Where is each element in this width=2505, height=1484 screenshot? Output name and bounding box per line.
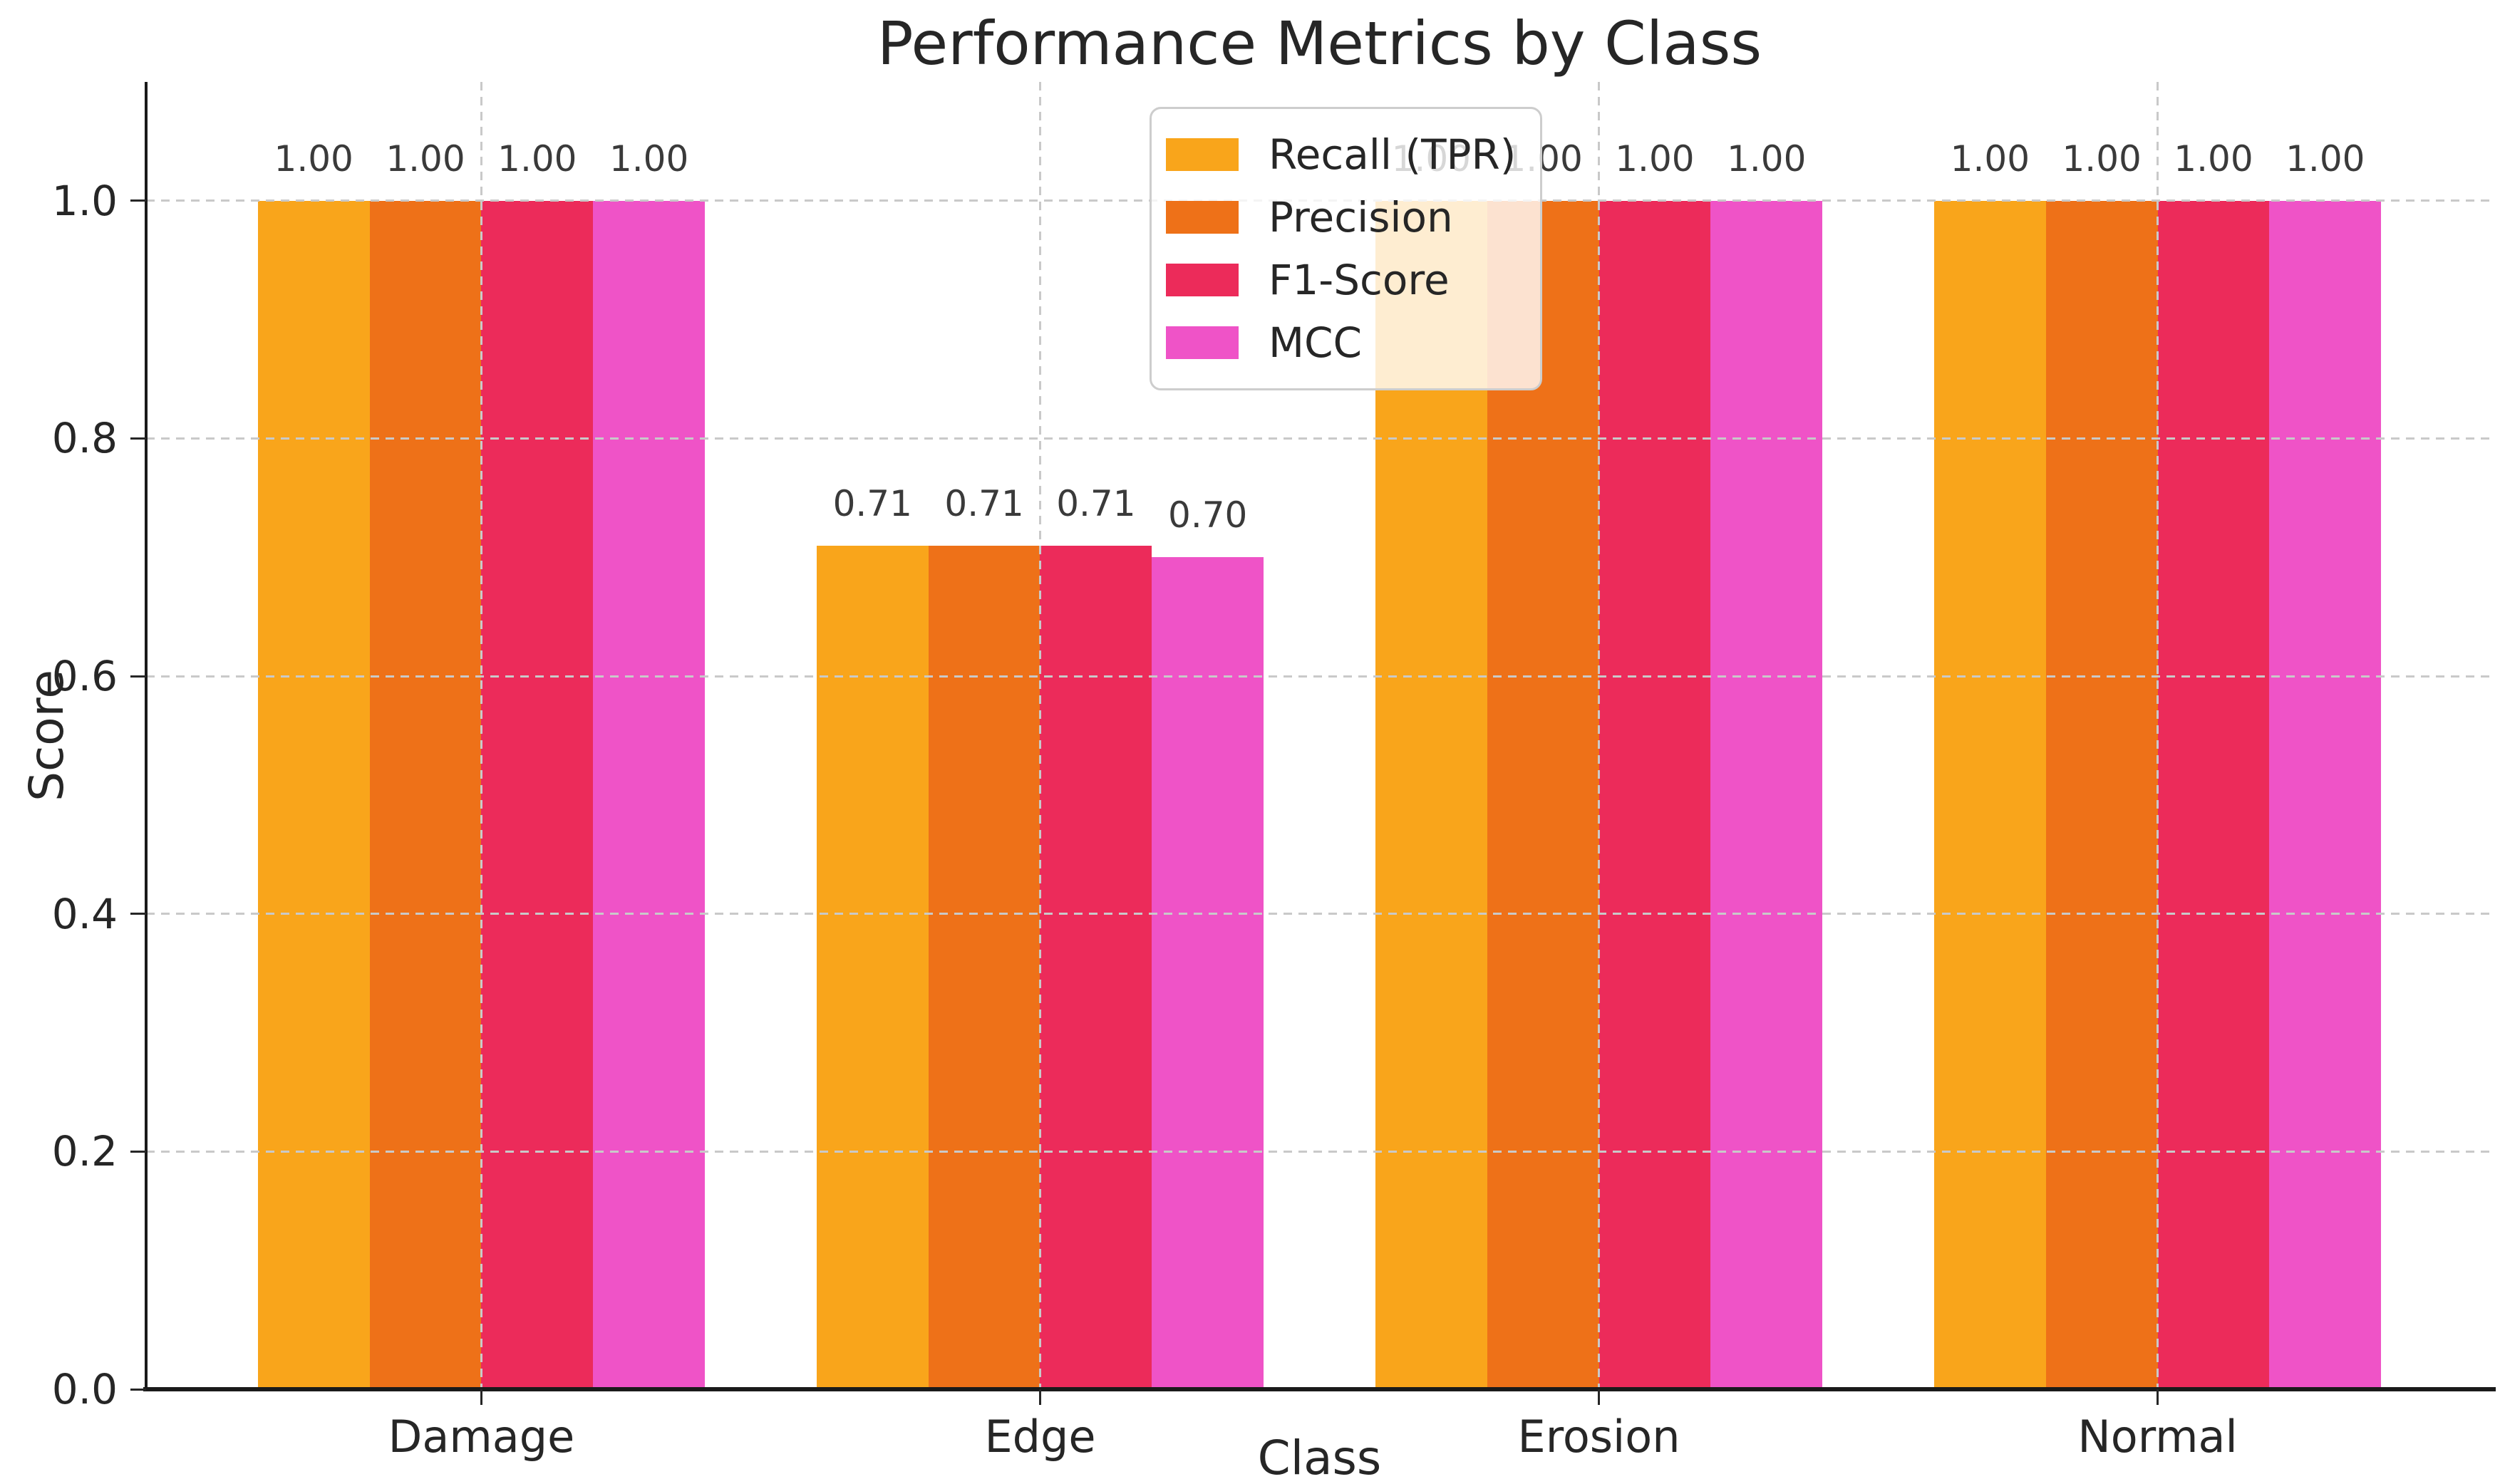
bar-erosion-f1-score xyxy=(1598,200,1711,1389)
y-tick-label: 0.6 xyxy=(51,652,118,701)
legend: Recall (TPR) Precision F1-Score MCC xyxy=(1150,107,1543,390)
y-tick-mark xyxy=(130,437,146,440)
x-tick-label: Edge xyxy=(984,1411,1096,1463)
bar-value-label: 1.00 xyxy=(1615,137,1695,180)
gridline-vertical xyxy=(1598,82,1601,1389)
bar-value-label: 0.71 xyxy=(832,482,912,524)
x-tick-label: Damage xyxy=(388,1411,575,1463)
x-tick-mark xyxy=(2157,1389,2159,1405)
bar-edge-precision xyxy=(928,545,1040,1389)
x-axis-label: Class xyxy=(1257,1431,1382,1484)
chart-title: Performance Metrics by Class xyxy=(877,9,1762,78)
x-tick-mark xyxy=(480,1389,482,1405)
y-tick-label: 0.4 xyxy=(51,889,118,938)
y-tick-mark xyxy=(130,1388,146,1391)
gridline-horizontal xyxy=(146,913,2493,915)
legend-label: MCC xyxy=(1269,318,1363,367)
gridline-horizontal xyxy=(146,675,2493,678)
y-axis-label-box: Score xyxy=(0,82,93,1389)
bar-value-label: 1.00 xyxy=(274,137,353,180)
bar-erosion-mcc xyxy=(1710,200,1823,1389)
x-axis-spine xyxy=(143,1387,2496,1391)
bar-value-label: 0.71 xyxy=(1056,482,1136,524)
bar-value-label: 0.70 xyxy=(1168,494,1248,536)
gridline-horizontal xyxy=(146,1150,2493,1153)
bar-damage-recall-tpr- xyxy=(257,200,370,1389)
legend-label: Precision xyxy=(1269,193,1453,242)
x-tick-label: Normal xyxy=(2077,1411,2238,1463)
bar-value-label: 1.00 xyxy=(2174,137,2253,180)
x-tick-mark xyxy=(1038,1389,1041,1405)
y-tick-label: 0.8 xyxy=(51,414,118,463)
bar-value-label: 1.00 xyxy=(2286,137,2365,180)
y-tick-mark xyxy=(130,1150,146,1153)
y-tick-mark xyxy=(130,913,146,915)
legend-swatch-icon xyxy=(1166,201,1239,234)
bar-damage-f1-score xyxy=(481,200,594,1389)
legend-row: MCC xyxy=(1166,311,1516,374)
bar-normal-recall-tpr- xyxy=(1933,200,2046,1389)
y-tick-mark xyxy=(130,675,146,678)
bar-normal-mcc xyxy=(2269,200,2382,1389)
legend-swatch-icon xyxy=(1166,264,1239,296)
x-tick-label: Erosion xyxy=(1517,1411,1680,1463)
legend-swatch-icon xyxy=(1166,138,1239,171)
legend-row: F1-Score xyxy=(1166,249,1516,311)
bar-value-label: 1.00 xyxy=(2062,137,2142,180)
bar-erosion-precision xyxy=(1487,200,1599,1389)
bar-edge-recall-tpr- xyxy=(816,545,929,1389)
legend-label: Recall (TPR) xyxy=(1269,130,1517,179)
bar-value-label: 1.00 xyxy=(609,137,689,180)
y-tick-label: 0.0 xyxy=(51,1365,118,1413)
bar-value-label: 1.00 xyxy=(1950,137,2030,180)
y-tick-label: 1.0 xyxy=(51,176,118,225)
bar-edge-f1-score xyxy=(1040,545,1152,1389)
legend-row: Precision xyxy=(1166,186,1516,249)
gridline-horizontal xyxy=(146,437,2493,440)
y-tick-mark xyxy=(130,199,146,202)
bar-value-label: 1.00 xyxy=(1727,137,1807,180)
bar-edge-mcc xyxy=(1152,557,1264,1389)
bar-damage-precision xyxy=(369,200,482,1389)
legend-swatch-icon xyxy=(1166,326,1239,359)
legend-row: Recall (TPR) xyxy=(1166,123,1516,186)
y-axis-spine xyxy=(145,82,148,1389)
legend-label: F1-Score xyxy=(1269,256,1450,304)
bar-value-label: 1.00 xyxy=(497,137,577,180)
gridline-vertical xyxy=(2157,82,2159,1389)
x-tick-mark xyxy=(1598,1389,1601,1405)
gridline-vertical xyxy=(1038,82,1041,1389)
plot-area: 0.0 0.2 0.4 0.6 0.8 1.0 Damage 1.00 1.00 1.00 1.00… xyxy=(52,82,2496,1463)
bar-erosion-recall-tpr- xyxy=(1375,200,1487,1389)
bar-normal-f1-score xyxy=(2157,200,2270,1389)
bar-value-label: 1.00 xyxy=(386,137,465,180)
bar-value-label: 0.71 xyxy=(944,482,1024,524)
gridline-vertical xyxy=(480,82,482,1389)
bar-normal-precision xyxy=(2045,200,2158,1389)
bar-damage-mcc xyxy=(593,200,706,1389)
y-tick-label: 0.2 xyxy=(51,1127,118,1176)
